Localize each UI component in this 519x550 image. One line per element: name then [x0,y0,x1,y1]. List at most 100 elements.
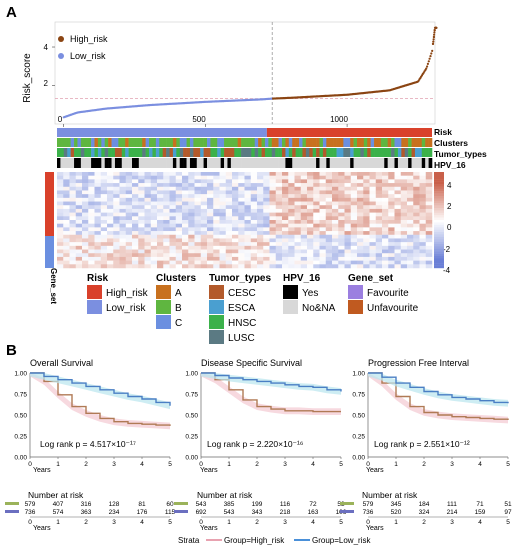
heatmap-cell [219,256,226,261]
heatmap-cell [294,183,301,188]
heatmap-cell [232,227,239,232]
heatmap-cell [319,256,326,261]
heatmap-cell [338,172,345,176]
tumor-types-track-cell [329,148,334,157]
heatmap-cell [257,253,264,258]
clusters-track-cell [384,138,388,147]
heatmap-cell [282,175,289,180]
heatmap-cell [407,183,414,188]
heatmap-cell [182,220,189,224]
clusters-track-cell [91,138,95,147]
heatmap-cell [69,175,76,180]
heatmap-cell [363,245,370,250]
heatmap-cell [188,260,195,265]
hpv16-track-cell [97,158,102,168]
heatmap-cell [294,212,301,217]
heatmap-cell [150,186,158,191]
hpv16-track-cell [57,158,61,168]
heatmap-cell [200,201,208,206]
heatmap-cell [250,260,258,265]
heatmap-cell [107,223,114,228]
heatmap-cell [369,216,376,221]
heatmap-cell [382,172,389,176]
scale-tick-neg2: -2 [443,245,451,254]
hpv16-track-cell [397,158,402,168]
heatmap-cell [244,253,251,258]
clusters-track-cell [196,138,201,147]
heatmap-cell [282,190,289,195]
heatmap-cell [163,186,170,191]
heatmap-cell [288,256,295,261]
clusters-track-cell [97,138,102,147]
km-xtick-label: 1 [56,461,60,468]
heatmap-cell [407,238,414,243]
heatmap-cell [163,223,170,228]
km-xtick-label: 3 [450,461,454,468]
heatmap-cell [200,190,208,195]
heatmap-cell [175,179,183,184]
heatmap-cell [244,212,251,217]
heatmap-cell [125,194,133,199]
heatmap-cell [250,186,258,191]
heatmap-cell [113,256,120,261]
heatmap-cell [288,245,295,250]
heatmap-cell [394,245,401,250]
heatmap-cell [200,231,208,236]
heatmap-cell [69,197,76,202]
heatmap-cell [138,220,145,224]
heatmap-cell [119,264,126,269]
heatmap-cell [357,223,364,228]
heatmap-cell [382,212,389,217]
heatmap-cell [407,205,414,210]
heatmap-cell [238,183,245,188]
heatmap-cell [138,216,145,221]
heatmap-cell [338,242,345,247]
heatmap-cell [357,253,364,258]
heatmap-cell [63,194,70,199]
heatmap-cell [100,216,108,221]
heatmap-cell [213,231,220,236]
heatmap-cell [69,216,76,221]
heatmap-cell [332,197,339,202]
heatmap-cell [188,264,195,269]
heatmap-cell [207,175,214,180]
heatmap-cell [344,242,351,247]
heatmap-cell [257,212,264,217]
heatmap-cell [350,245,358,250]
heatmap-cell [232,194,239,199]
heatmap-cell [194,172,201,176]
heatmap-cell [375,201,383,206]
heatmap-cell [63,234,70,239]
heatmap-cell [407,260,414,265]
heatmap-cell [88,223,95,228]
heatmap-cell [382,208,389,213]
heatmap-cell [157,212,164,217]
legend-item-hpv-no: No&NA [302,303,336,314]
hpv16-track-cell [346,158,351,168]
heatmap-cell [419,183,426,188]
heatmap-cell [107,205,114,210]
heatmap-cell [394,194,401,199]
clusters-track-cell [101,138,106,147]
heatmap-cell [107,212,114,217]
heatmap-cell [275,231,283,236]
heatmap-cell [344,212,351,217]
tumor-types-track-cell [142,148,146,157]
heatmap-cell [275,234,283,239]
hpv16-track-cell [67,158,71,168]
heatmap-cell [94,227,101,232]
heatmap-cell [200,183,208,188]
heatmap-cell [419,212,426,217]
heatmap-cell [119,205,126,210]
heatmap-cell [225,256,233,261]
tumor-types-track-cell [271,148,276,157]
heatmap-cell [75,179,83,184]
heatmap-cell [250,190,258,195]
heatmap-cell [88,245,95,250]
risk-table-cell: 60 [166,501,174,508]
heatmap-cell [269,205,276,210]
tumor-types-track-cell [97,148,102,157]
hpv16-track-cell [247,158,252,168]
heatmap-cell [250,231,258,236]
km-xtick-label: 1 [227,461,231,468]
